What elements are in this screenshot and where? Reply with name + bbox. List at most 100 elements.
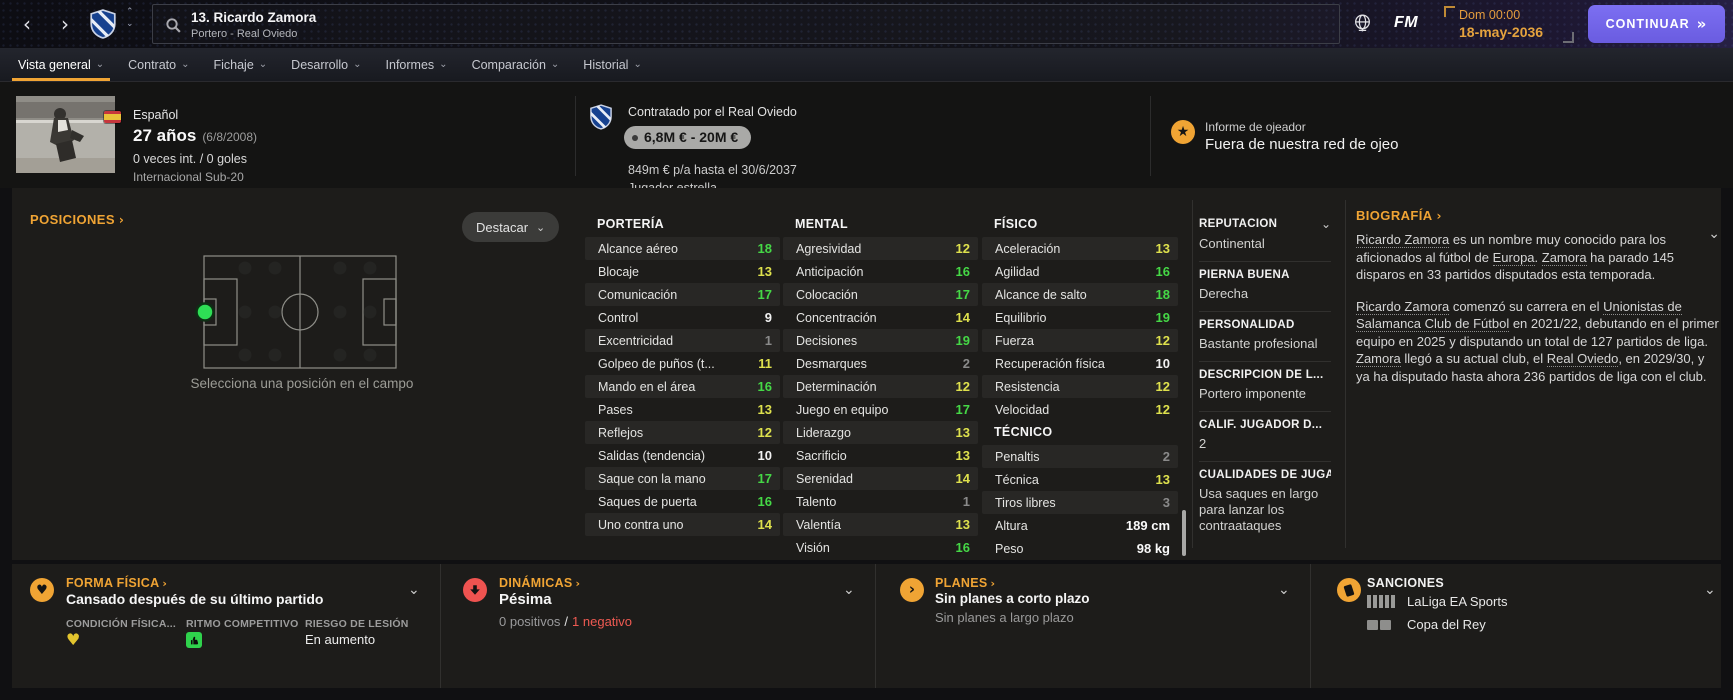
attribute-label: Pases [598,402,633,417]
chevron-down-icon[interactable]: ⌄ [1704,582,1716,598]
attribute-row: Uno contra uno 14 [585,513,780,536]
player-header: Español 27 años (6/8/2008) 0 veces int. /… [0,81,1733,195]
suspensions-header: SANCIONES [1367,576,1444,590]
biography-header[interactable]: BIOGRAFÍA › [1356,208,1720,223]
attribute-label: Determinación [796,379,877,394]
chevron-down-icon[interactable]: ⌄ [1278,582,1290,598]
attribute-row: Técnica 13 [982,468,1178,491]
bio-segment: ha parado 145 disparos en 33 partidos di… [1356,249,1675,283]
attribute-row: Blocaje 13 [585,260,780,283]
forward-button[interactable]: › [61,12,69,36]
highlight-dropdown[interactable]: Destacar ⌄ [462,212,560,242]
link-arrow-icon: › [118,213,125,227]
suspensions-title: SANCIONES [1367,576,1445,590]
injury-risk-label: RIESGO DE LESIÓN [305,618,409,630]
tab-label: Comparación [471,57,546,72]
spain-flag-icon [104,111,121,123]
tab-label: Informes [385,57,435,72]
attribute-label: Anticipación [796,264,864,279]
suspension-row: Copa del Rey [1367,617,1486,632]
attribute-value: 12 [1155,379,1170,394]
date-corner-decoration [1563,32,1574,43]
world-icon[interactable] [1352,13,1373,39]
info-section-value: Continental [1199,236,1265,251]
transfer-value-pill[interactable]: 6,8M € - 20M € [624,126,752,149]
attribute-value: 2 [962,356,970,371]
chevron-down-icon: ⌄ [633,59,642,70]
date-display[interactable]: Dom 00:00 18-may-2036 [1444,6,1574,43]
attribute-row: Talento 1 [783,490,978,513]
match-sharpness-label: RITMO COMPETITIVO [186,618,299,630]
attribute-label: Salidas (tendencia) [598,448,706,463]
dynamics-header[interactable]: DINÁMICAS › [499,576,580,590]
scrollbar-thumb[interactable] [1182,510,1186,556]
attribute-label: Liderazgo [796,425,851,440]
chevron-down-icon: ⌄ [258,59,268,70]
positions-title: POSICIONES [30,212,115,227]
attribute-value: 17 [757,471,772,486]
age-value: 27 años [133,126,197,145]
tab-desarrollo[interactable]: Desarrollo ⌄ [291,48,361,81]
entity-link[interactable]: Europa [1492,249,1535,266]
position-marker-gk [195,302,215,322]
chevron-down-icon[interactable]: ⌄ [843,582,855,598]
chevron-down-icon[interactable]: ⌄ [1320,217,1331,231]
attribute-label: Peso [995,541,1024,556]
entity-link[interactable]: Ricardo Zamora [1356,298,1450,315]
tab-historial[interactable]: Historial ⌄ [583,48,642,81]
club-badge-icon[interactable] [90,9,116,44]
entity-link[interactable]: Unionistas de Salamanca Club de Fútbol [1356,298,1682,332]
attribute-label: Recuperación física [995,356,1105,371]
negatives-count[interactable]: 1 negativo [572,614,633,629]
back-button[interactable]: ‹ [23,12,31,36]
date-corner-decoration [1444,6,1455,17]
tab-label: Fichaje [213,57,254,72]
tab-comparacion[interactable]: Comparación ⌄ [472,48,560,81]
fitness-header[interactable]: FORMA FÍSICA › [66,576,167,590]
attribute-row: Saque con la mano 17 [585,467,780,490]
info-section-title: PERSONALIDAD [1199,319,1295,331]
positives-count: 0 positivos [499,614,561,629]
attribute-value: 19 [1155,310,1170,325]
attribute-value: 18 [757,241,772,256]
plans-title: PLANES [935,576,988,590]
fitness-status: Cansado después de su último partido [66,591,324,607]
attribute-row: Reflejos 12 [585,421,780,444]
entity-link[interactable]: Zamora [1356,351,1401,367]
fitness-icon: ♥ [30,578,54,602]
attributes-group-title: PORTERÍA [597,217,664,231]
player-search-bar[interactable]: 13. Ricardo Zamora Portero - Real Oviedo [152,4,1340,44]
attribute-row: Altura 189 cm [982,514,1178,537]
info-section-header: REPUTACIÓN ⌄ [1199,217,1331,231]
tab-informes[interactable]: Informes ⌄ [386,48,448,81]
biography-panel: BIOGRAFÍA › ⌄ Ricardo Zamora es un nombre… [1356,208,1720,399]
divider [440,564,441,688]
continue-button[interactable]: CONTINUAR » [1588,5,1725,43]
game-date: 18-may-2036 [1459,24,1544,40]
attribute-row: Liderazgo 13 [783,421,978,444]
tab-contrato[interactable]: Contrato ⌄ [128,48,189,81]
attribute-value: 17 [955,402,970,417]
tab-vista-general[interactable]: Vista general ⌄ [11,48,111,81]
attributes-group-title: FÍSICO [994,217,1038,231]
positions-header[interactable]: POSICIONES › [30,212,124,227]
entity-link[interactable]: Real Oviedo [1546,351,1619,367]
attribute-label: Penaltis [995,449,1040,464]
heart-condition-icon: ♥ [66,630,81,649]
chevron-down-icon: ⌄ [536,220,546,234]
entity-link[interactable]: Zamora [1541,249,1587,266]
tab-fichaje[interactable]: Fichaje ⌄ [213,48,267,81]
club-switcher[interactable]: ⌃ ⌄ [126,8,134,29]
info-section-reputacion: REPUTACIÓN ⌄ Continental [1199,210,1331,261]
scout-star-icon: ★ [1171,120,1195,144]
entity-link[interactable]: Ricardo Zamora [1356,232,1450,248]
chevron-down-icon[interactable]: ⌄ [408,582,420,598]
chevron-up-icon: ⌃ [126,7,134,17]
attribute-label: Concentración [796,310,877,325]
bio-segment: comenzó su carrera en el [1449,298,1604,314]
birthdate: (6/8/2008) [202,130,258,144]
plans-header[interactable]: PLANES › [935,576,995,590]
attribute-label: Control [598,310,639,325]
chevron-down-icon[interactable]: ⌄ [1708,226,1720,242]
pitch-diagram[interactable] [195,255,397,369]
